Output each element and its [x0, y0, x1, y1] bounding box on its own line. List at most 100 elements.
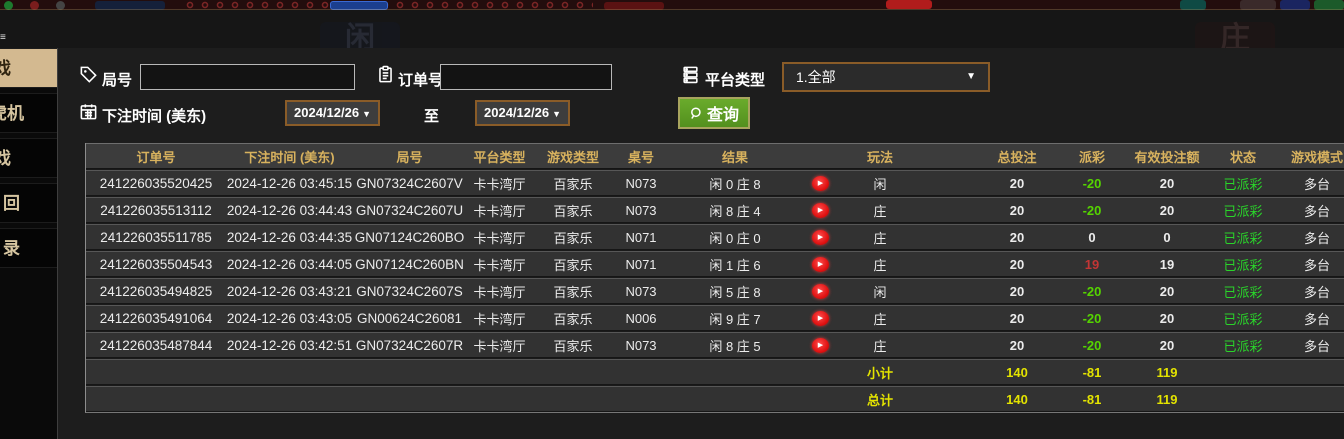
sidebar-item[interactable]: 录 — [0, 228, 57, 268]
cell-status: 已派彩 — [1223, 338, 1263, 354]
column-header-table-no: 桌号 — [627, 149, 654, 165]
xian-badge-top-decor — [330, 1, 388, 10]
cell-game-no: GN07324C2607S — [356, 283, 463, 299]
cell-order-no: 241226035491064 — [99, 310, 213, 326]
table-row: 241226035487844 2024-12-26 03:42:51 GN0732… — [86, 332, 1344, 358]
play-icon: ▶ — [817, 179, 824, 187]
cell-order-no: 241226035511785 — [100, 229, 212, 245]
cell-game-mode: 多台 — [1303, 176, 1330, 192]
cell-result: 闲 8 庄 5 — [709, 338, 761, 354]
cell-result — [669, 360, 801, 384]
cell-table-no — [613, 387, 669, 411]
column-header-game-no: 局号 — [396, 149, 423, 165]
platform-select[interactable]: 1.全部 ▼ — [782, 62, 990, 92]
cell-payout: -81 — [1082, 364, 1102, 380]
replay-button[interactable]: ▶ — [811, 256, 829, 272]
cell-spacer — [921, 306, 979, 330]
cell-replay-cell: ▶ — [801, 198, 839, 222]
column-header-bet-side: 玩法 — [866, 149, 893, 165]
cell-game-type: 百家乐 — [553, 257, 593, 273]
sidebar-item-label: 录 — [3, 239, 20, 258]
sidebar: 戏虎机戏回录 — [0, 48, 66, 439]
cell-payout: 0 — [1088, 229, 1096, 245]
cell-payout: 19 — [1084, 256, 1100, 272]
calendar-icon — [79, 102, 98, 121]
chevron-down-icon: ▼ — [362, 109, 371, 119]
cell-platform-type: 卡卡湾厅 — [473, 284, 526, 300]
cell-table-no: N073 — [625, 202, 657, 218]
cell-replay-cell: ▶ — [801, 306, 839, 330]
sidebar-item[interactable]: 戏 — [0, 138, 57, 178]
cell-status: 已派彩 — [1223, 284, 1263, 300]
date-from-value: 2024/12/26 — [294, 105, 360, 120]
lobby-icon-decor — [95, 1, 165, 10]
cell-platform-type: 卡卡湾厅 — [473, 338, 526, 354]
date-to-picker[interactable]: 2024/12/26 ▼ — [475, 100, 570, 126]
replay-button[interactable]: ▶ — [811, 175, 829, 191]
replay-button[interactable]: ▶ — [811, 229, 829, 245]
cell-table-no — [613, 360, 669, 384]
cell-table-no: N073 — [625, 337, 657, 353]
clipboard-icon — [376, 65, 395, 84]
chevron-down-icon: ▼ — [552, 109, 561, 119]
platform-type-icon — [681, 65, 700, 84]
cell-result: 闲 8 庄 4 — [709, 203, 761, 219]
replay-button[interactable]: ▶ — [811, 337, 829, 353]
cell-result: 闲 5 庄 8 — [709, 284, 761, 300]
date-from-picker[interactable]: 2024/12/26 ▼ — [285, 100, 380, 126]
replay-button[interactable]: ▶ — [811, 202, 829, 218]
cell-game-type: 百家乐 — [553, 284, 593, 300]
table-row: 241226035511785 2024-12-26 03:44:35 GN0712… — [86, 224, 1344, 250]
cell-result: 闲 9 庄 7 — [709, 311, 761, 327]
cell-spacer — [921, 225, 979, 249]
cell-status: 已派彩 — [1223, 311, 1263, 327]
cell-status — [1205, 387, 1281, 411]
cell-platform-type: 卡卡湾厅 — [473, 176, 526, 192]
cell-game-type: 百家乐 — [553, 230, 593, 246]
cell-valid-bet: 20 — [1159, 337, 1175, 353]
play-icon: ▶ — [817, 260, 824, 268]
game-no-input[interactable] — [140, 64, 355, 90]
order-no-input[interactable] — [440, 64, 612, 90]
cell-order-no: 241226035487844 — [99, 337, 213, 353]
lobby-photo-decor — [1314, 0, 1344, 10]
cell-replay-cell: ▶ — [801, 279, 839, 303]
cell-platform-type — [466, 387, 533, 411]
cell-order-no: 241226035494825 — [99, 283, 213, 299]
sidebar-item[interactable]: 回 — [0, 183, 57, 223]
column-header-valid-bet: 有效投注额 — [1134, 149, 1200, 165]
underlying-page-strip — [0, 0, 1344, 10]
cell-total-bet: 20 — [1009, 175, 1025, 191]
column-header-order-no: 订单号 — [136, 149, 176, 165]
sidebar-item-label: 戏 — [0, 59, 11, 78]
cell-table-no: N071 — [625, 229, 657, 245]
cell-total-bet: 140 — [1006, 391, 1028, 407]
cell-order-no — [86, 387, 226, 411]
sidebar-divider — [57, 48, 58, 439]
cell-payout: -20 — [1082, 283, 1102, 299]
cell-game-no — [353, 360, 466, 384]
replay-button[interactable]: ▶ — [811, 310, 829, 326]
summary-row: 小计 140 -81 119 — [86, 359, 1344, 385]
lobby-icon-decor — [30, 1, 39, 10]
cell-total-bet: 140 — [1006, 364, 1028, 380]
sidebar-item[interactable]: 虎机 — [0, 93, 57, 133]
cell-result: 闲 0 庄 8 — [709, 176, 761, 192]
column-header-payout: 派彩 — [1078, 149, 1105, 165]
lobby-photo-decor — [1180, 0, 1206, 10]
search-button[interactable]: 查询 — [678, 97, 750, 129]
column-header-game-mode: 游戏模式 — [1290, 149, 1343, 165]
table-row: 241226035491064 2024-12-26 03:43:05 GN0062… — [86, 305, 1344, 331]
cell-valid-bet: 119 — [1156, 364, 1178, 380]
table-row: 241226035494825 2024-12-26 03:43:21 GN0732… — [86, 278, 1344, 304]
cell-valid-bet: 20 — [1159, 310, 1175, 326]
column-header-status: 状态 — [1229, 149, 1256, 165]
sidebar-item[interactable]: 戏 — [0, 48, 66, 88]
sidebar-item-label: 戏 — [0, 149, 11, 168]
order-no-label: 订单号 — [398, 72, 444, 89]
replay-button[interactable]: ▶ — [811, 283, 829, 299]
cell-game-mode — [1281, 360, 1344, 384]
cell-total-bet: 20 — [1009, 337, 1025, 353]
cell-total-bet: 20 — [1009, 310, 1025, 326]
cell-game-mode: 多台 — [1303, 257, 1330, 273]
